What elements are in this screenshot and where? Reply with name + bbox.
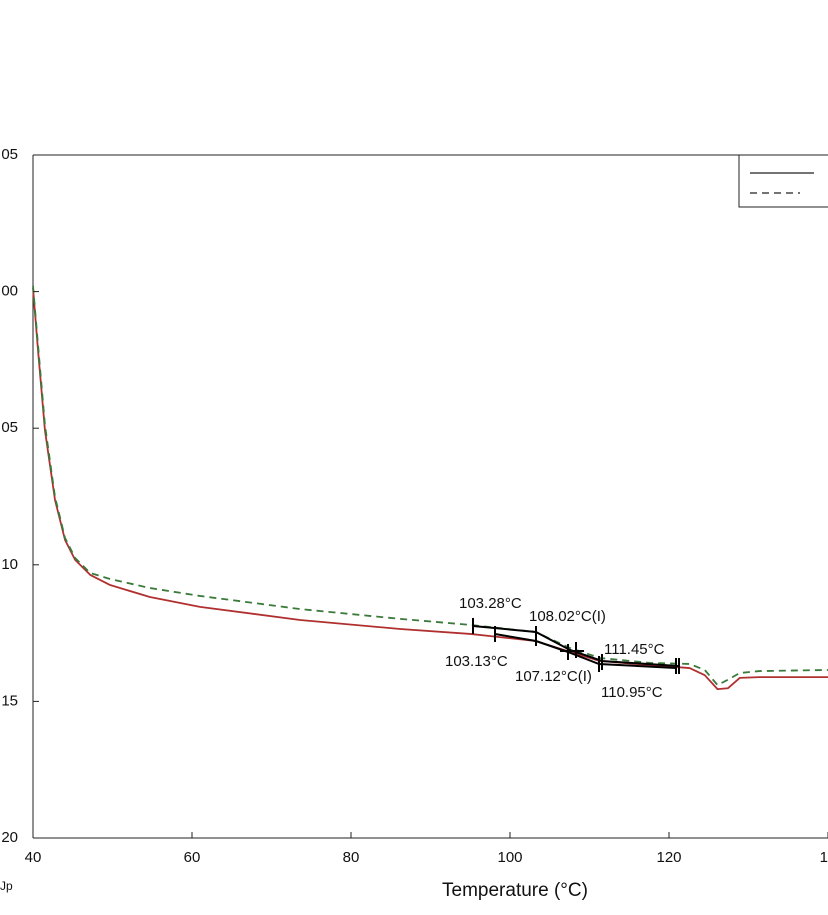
annotation: 111.45°C	[604, 641, 665, 658]
y-tick-label: 20	[1, 829, 18, 846]
annotation: 103.13°C	[445, 653, 508, 670]
x-tick-label: 80	[343, 849, 360, 866]
series-line	[32, 287, 828, 691]
y-tick-label: 00	[1, 283, 18, 300]
y-tick-label: 15	[1, 692, 18, 709]
x-tick-label: 14	[820, 849, 828, 866]
y-tick-label: 05	[1, 146, 18, 163]
annotation: 108.02°C(I)	[529, 608, 606, 625]
annotation: 107.12°C(I)	[515, 668, 592, 685]
annotation: 110.95°C	[601, 684, 663, 701]
corner-label: Jp	[0, 879, 13, 893]
tangent-construction	[472, 618, 680, 674]
y-tick-label: 05	[1, 419, 18, 436]
x-tick-label: 100	[497, 849, 522, 866]
legend-box	[738, 154, 828, 208]
legend	[738, 154, 828, 208]
x-axis-title: Temperature (°C)	[442, 880, 588, 901]
annotation: 103.28°C	[459, 595, 522, 612]
x-tick-label: 120	[656, 849, 681, 866]
curves	[32, 285, 828, 691]
x-tick-label: 40	[25, 849, 42, 866]
y-tick-label: 10	[1, 556, 18, 573]
x-tick-label: 60	[184, 849, 201, 866]
